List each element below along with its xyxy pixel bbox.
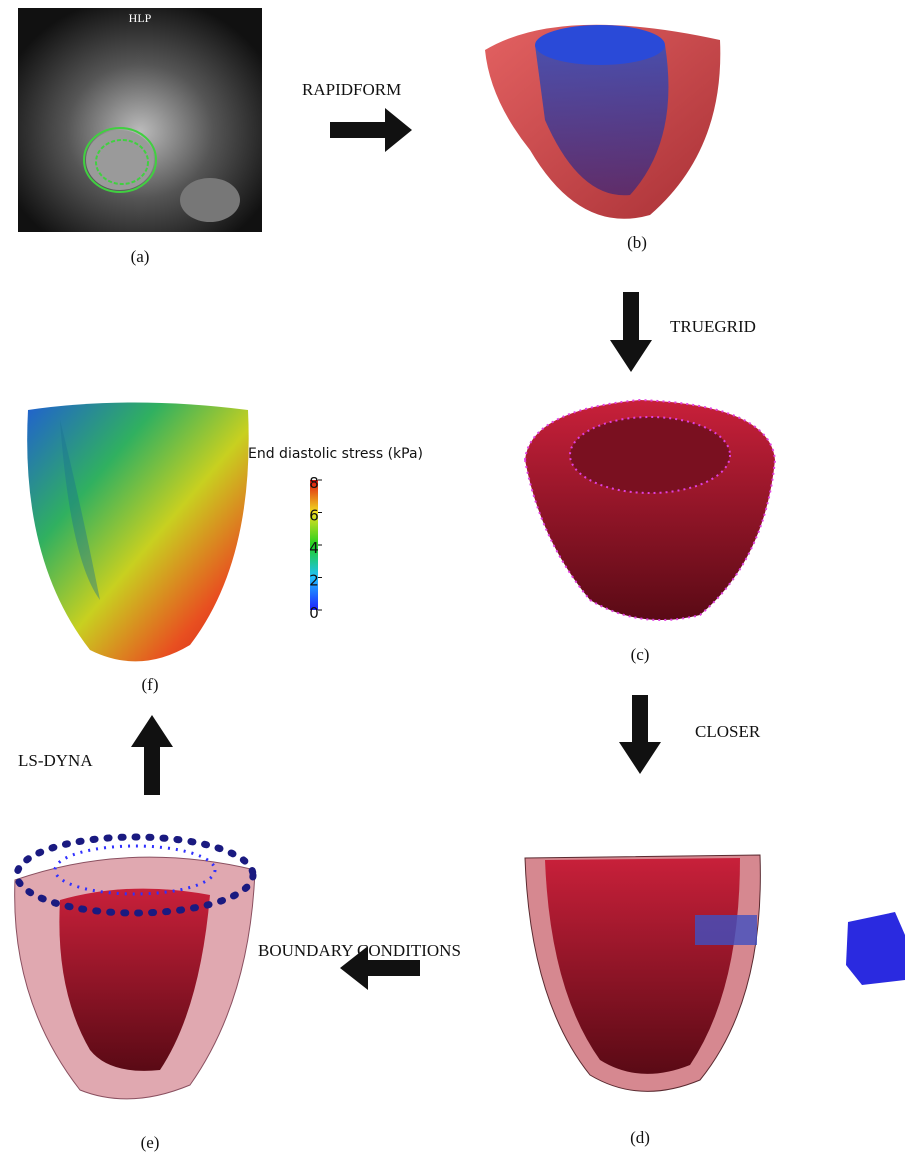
colorbar-tick-label: 2	[309, 572, 319, 590]
colorbar-tick-label: 0	[309, 604, 319, 622]
colorbar-tick-label: 4	[309, 539, 319, 557]
detail-block	[846, 912, 905, 985]
image-label: HLP	[129, 11, 152, 25]
panel-label: (b)	[627, 233, 647, 252]
arrow-up	[131, 715, 173, 795]
diagram: HLP (a) RAPIDFORM (b) TRUEGRID (c) CLOSE…	[0, 0, 905, 1160]
mesh-model	[525, 400, 775, 620]
colorbar-tick-label: 8	[309, 474, 319, 492]
colorbar-tick-label: 6	[309, 507, 319, 525]
arrow-down	[610, 292, 652, 372]
stress-model	[27, 403, 249, 662]
panel-label: (f)	[142, 675, 159, 694]
step-label: CLOSER	[695, 722, 761, 741]
arrow-down	[619, 695, 661, 774]
panel-label: (d)	[630, 1128, 650, 1147]
arrow-right	[330, 108, 412, 152]
panel-label: (a)	[131, 247, 150, 266]
step-label: TRUEGRID	[670, 317, 756, 336]
colorbar-title: End diastolic stress (kPa)	[248, 446, 423, 462]
panel-label: (e)	[141, 1133, 160, 1152]
fiber-model	[525, 855, 760, 1091]
mri-image: HLP	[18, 8, 262, 232]
boundary-model	[15, 837, 255, 1099]
heart-model	[485, 25, 720, 219]
panel-label: (c)	[631, 645, 650, 664]
step-label: RAPIDFORM	[302, 80, 401, 99]
step-label: LS-DYNA	[18, 751, 93, 770]
